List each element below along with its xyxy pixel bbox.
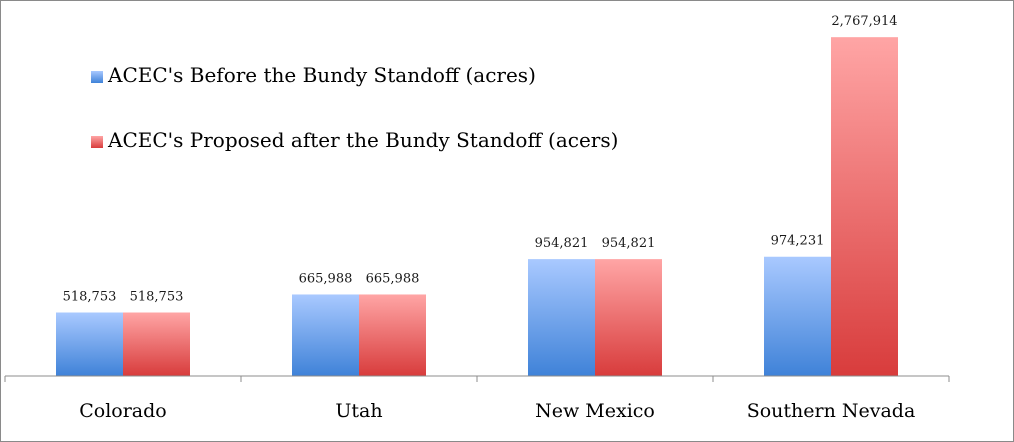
value-label-proposed-utah: 665,988 xyxy=(366,271,420,286)
value-label-before-new-mexico: 954,821 xyxy=(535,236,589,251)
value-label-before-southern-nevada: 974,231 xyxy=(771,234,825,249)
bar-before-utah xyxy=(292,294,359,376)
bar-before-colorado xyxy=(56,312,123,376)
bar-proposed-southern-nevada xyxy=(831,37,898,376)
value-label-proposed-colorado: 518,753 xyxy=(130,289,184,304)
legend: ACEC's Before the Bundy Standoff (acres)… xyxy=(91,63,618,152)
category-label-new-mexico: New Mexico xyxy=(535,400,655,422)
bar-proposed-colorado xyxy=(123,312,190,376)
value-labels-layer: 518,753 518,753 665,988 665,988 954,821 954,8… xyxy=(63,14,898,304)
legend-swatch-before xyxy=(91,71,103,83)
bar-proposed-utah xyxy=(359,294,426,376)
bars-layer xyxy=(56,37,898,376)
value-label-proposed-southern-nevada: 2,767,914 xyxy=(831,14,897,29)
legend-swatch-proposed xyxy=(91,136,103,148)
legend-label-proposed: ACEC's Proposed after the Bundy Standoff… xyxy=(107,128,618,152)
category-label-utah: Utah xyxy=(335,400,382,422)
bar-before-southern-nevada xyxy=(764,256,831,376)
legend-label-before: ACEC's Before the Bundy Standoff (acres) xyxy=(107,63,536,87)
bar-before-new-mexico xyxy=(528,259,595,376)
bar-proposed-new-mexico xyxy=(595,259,662,376)
x-axis xyxy=(4,375,950,382)
value-label-proposed-new-mexico: 954,821 xyxy=(602,236,656,251)
category-label-colorado: Colorado xyxy=(79,400,167,422)
value-label-before-utah: 665,988 xyxy=(299,271,353,286)
category-labels: Colorado Utah New Mexico Southern Nevada xyxy=(79,400,915,422)
category-label-southern-nevada: Southern Nevada xyxy=(747,400,916,422)
value-label-before-colorado: 518,753 xyxy=(63,289,117,304)
